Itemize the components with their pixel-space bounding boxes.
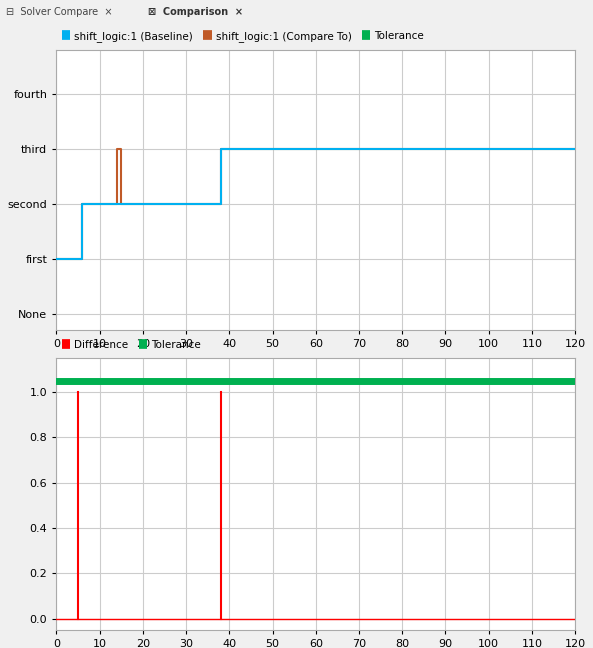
Text: ⊠  Comparison  ×: ⊠ Comparison × [148,8,243,17]
Text: ⊟  Solver Compare  ×: ⊟ Solver Compare × [6,8,113,17]
Legend: Difference, Tolerance: Difference, Tolerance [62,340,201,350]
Legend: shift_logic:1 (Baseline), shift_logic:1 (Compare To), Tolerance: shift_logic:1 (Baseline), shift_logic:1 … [62,31,424,42]
